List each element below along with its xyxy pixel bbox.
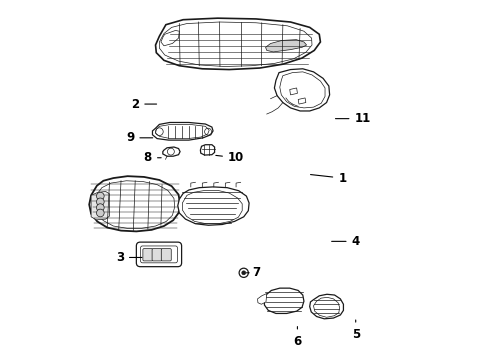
Polygon shape [274,69,329,111]
Text: 1: 1 [310,172,346,185]
Polygon shape [298,98,305,104]
Polygon shape [91,192,109,220]
Polygon shape [257,293,266,304]
Polygon shape [155,18,320,69]
Text: 8: 8 [143,151,161,164]
Circle shape [96,192,104,200]
Circle shape [96,198,104,206]
Text: 9: 9 [126,131,152,144]
Text: 4: 4 [331,235,359,248]
Polygon shape [200,145,214,155]
Text: 2: 2 [131,98,156,111]
Circle shape [96,209,104,217]
Polygon shape [289,88,297,95]
Text: 6: 6 [293,327,301,347]
Text: 10: 10 [215,151,244,164]
FancyBboxPatch shape [152,249,162,261]
Polygon shape [264,288,304,314]
Circle shape [242,271,245,275]
Polygon shape [163,147,180,156]
Polygon shape [89,176,180,231]
Polygon shape [265,40,306,52]
Text: 5: 5 [351,320,359,341]
FancyBboxPatch shape [142,249,153,261]
FancyBboxPatch shape [136,242,181,267]
Polygon shape [309,294,343,319]
FancyBboxPatch shape [161,249,171,261]
Polygon shape [178,187,248,225]
Text: 3: 3 [116,251,142,264]
Text: 11: 11 [335,112,370,125]
Circle shape [96,204,104,211]
Polygon shape [152,122,213,140]
Text: 7: 7 [246,266,260,279]
